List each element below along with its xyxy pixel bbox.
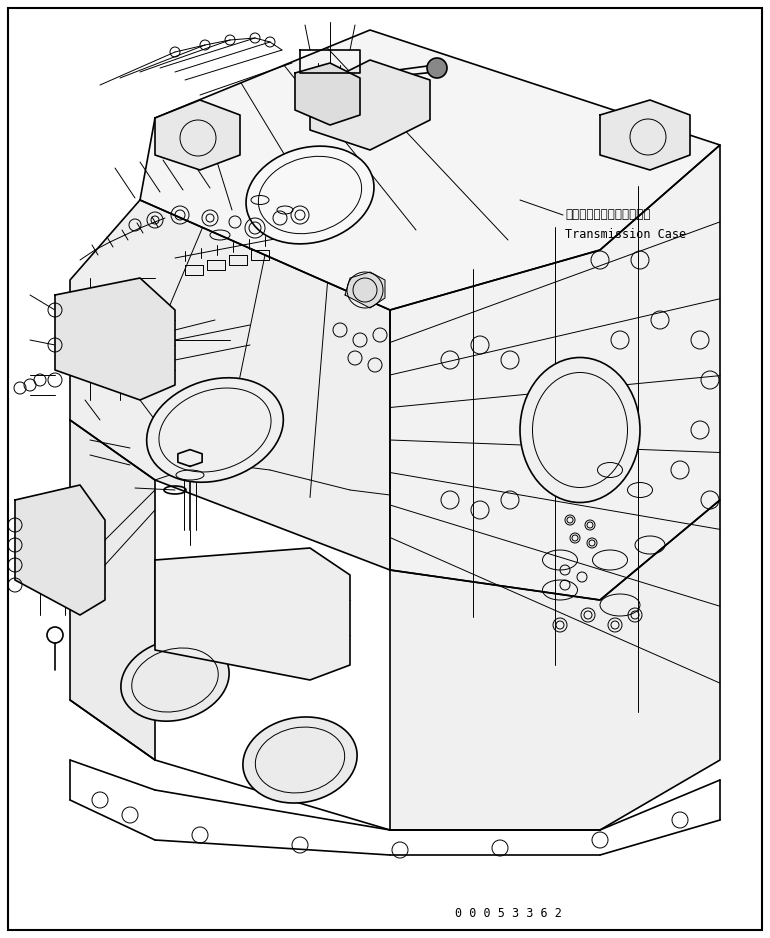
Ellipse shape [121, 639, 229, 721]
Polygon shape [15, 485, 105, 615]
Ellipse shape [146, 378, 283, 482]
Polygon shape [600, 100, 690, 170]
Polygon shape [310, 60, 430, 150]
Ellipse shape [520, 357, 640, 503]
Polygon shape [70, 200, 390, 570]
Text: 0 0 0 5 3 3 6 2: 0 0 0 5 3 3 6 2 [455, 907, 562, 920]
Polygon shape [70, 420, 155, 760]
Polygon shape [345, 272, 385, 308]
Polygon shape [55, 278, 175, 400]
Polygon shape [140, 30, 720, 310]
Polygon shape [155, 100, 240, 170]
Polygon shape [390, 145, 720, 600]
Ellipse shape [243, 717, 357, 803]
Text: トランスミッションケース: トランスミッションケース [565, 208, 651, 221]
Ellipse shape [246, 146, 374, 244]
Polygon shape [155, 548, 350, 680]
Text: Transmission Case: Transmission Case [565, 228, 686, 241]
Polygon shape [390, 500, 720, 830]
Circle shape [427, 58, 447, 78]
Polygon shape [295, 63, 360, 125]
